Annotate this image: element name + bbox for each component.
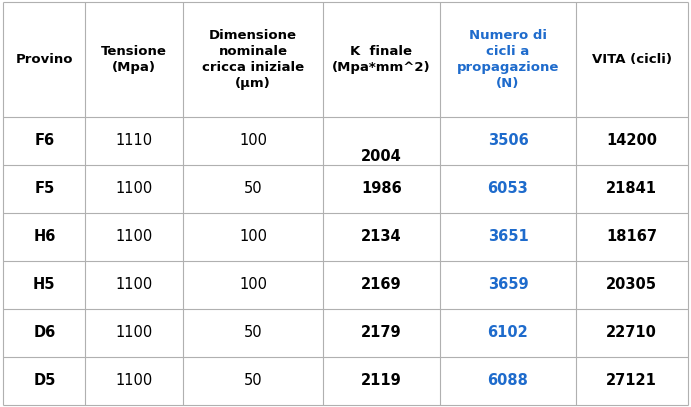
Text: 21841: 21841: [606, 182, 657, 197]
Text: Dimensione
nominale
cricca iniziale
(μm): Dimensione nominale cricca iniziale (μm): [202, 29, 304, 90]
Text: 18167: 18167: [606, 230, 657, 245]
Text: 6088: 6088: [488, 374, 529, 388]
Text: 100: 100: [239, 133, 267, 149]
Text: H5: H5: [33, 278, 55, 292]
Text: 14200: 14200: [606, 133, 657, 149]
Text: 2004: 2004: [361, 149, 401, 164]
Text: D5: D5: [33, 374, 55, 388]
Text: 1100: 1100: [115, 182, 153, 197]
Text: 1100: 1100: [115, 230, 153, 245]
Text: 50: 50: [244, 374, 263, 388]
Text: H6: H6: [33, 230, 55, 245]
Text: 2134: 2134: [361, 230, 401, 245]
Text: 50: 50: [244, 182, 263, 197]
Text: 2179: 2179: [361, 326, 401, 340]
Text: 1100: 1100: [115, 278, 153, 292]
Text: 3651: 3651: [488, 230, 529, 245]
Text: Tensione
(Mpa): Tensione (Mpa): [102, 45, 167, 74]
Text: 27121: 27121: [606, 374, 657, 388]
Text: 6102: 6102: [488, 326, 529, 340]
Text: F6: F6: [35, 133, 55, 149]
Text: 22710: 22710: [606, 326, 657, 340]
Text: 2169: 2169: [361, 278, 401, 292]
Text: VITA (cicli): VITA (cicli): [591, 53, 672, 66]
Text: 50: 50: [244, 326, 263, 340]
Text: 3659: 3659: [488, 278, 529, 292]
Text: 6053: 6053: [488, 182, 529, 197]
Text: 1110: 1110: [115, 133, 153, 149]
Text: Provino: Provino: [16, 53, 73, 66]
Text: F5: F5: [34, 182, 55, 197]
Text: Numero di
cicli a
propagazione
(N): Numero di cicli a propagazione (N): [457, 29, 559, 90]
Text: 2119: 2119: [361, 374, 401, 388]
Text: 1100: 1100: [115, 374, 153, 388]
Text: 1986: 1986: [361, 182, 401, 197]
Text: K  finale
(Mpa*mm^2): K finale (Mpa*mm^2): [332, 45, 430, 74]
Text: D6: D6: [33, 326, 55, 340]
Text: 100: 100: [239, 230, 267, 245]
Text: 20305: 20305: [606, 278, 657, 292]
Text: 100: 100: [239, 278, 267, 292]
Text: 1100: 1100: [115, 326, 153, 340]
Text: 3506: 3506: [488, 133, 529, 149]
